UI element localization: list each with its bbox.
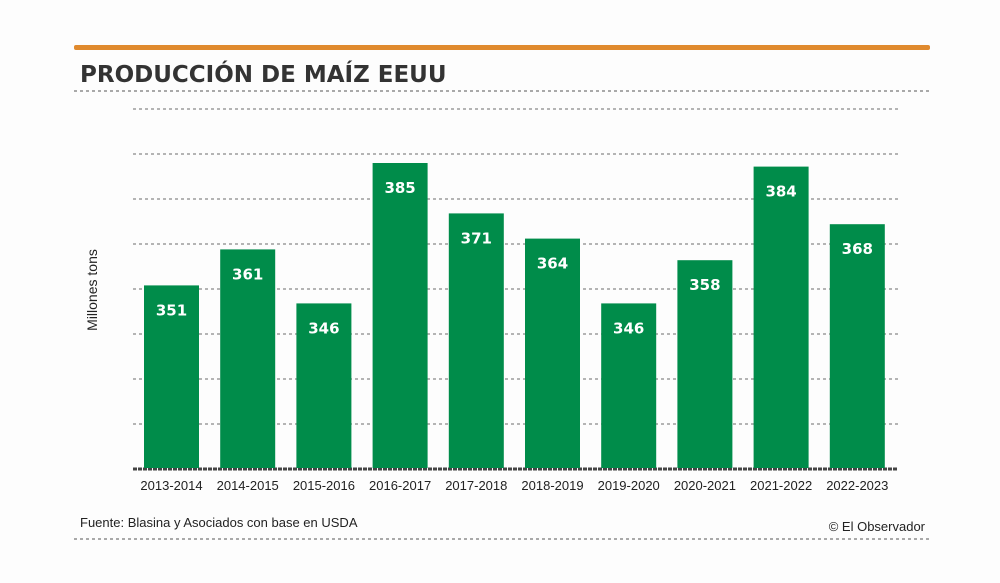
chart-title: PRODUCCIÓN DE MAÍZ EEUU xyxy=(80,60,447,88)
x-tick-label: 2015-2016 xyxy=(293,478,355,493)
value-label: 346 xyxy=(613,319,644,337)
accent-bar xyxy=(74,45,930,50)
value-label: 371 xyxy=(461,229,492,247)
bar-2016-2017 xyxy=(372,163,428,468)
value-label: 368 xyxy=(842,240,873,258)
bar-2014-2015 xyxy=(220,249,276,468)
bar-2021-2022 xyxy=(753,166,809,468)
bar-2020-2021 xyxy=(677,260,733,468)
value-labels: 351 361 346 385 371 364 346 358 384 368 xyxy=(156,179,873,337)
x-tick-label: 2016-2017 xyxy=(369,478,431,493)
bar-2017-2018 xyxy=(448,213,504,468)
credit: © El Observador xyxy=(829,519,926,534)
x-tick-label: 2020-2021 xyxy=(674,478,736,493)
source-note: Fuente: Blasina y Asociados con base en … xyxy=(80,515,358,530)
bar-2015-2016 xyxy=(296,303,352,468)
x-tick-label: 2013-2014 xyxy=(140,478,202,493)
value-label: 385 xyxy=(384,179,415,197)
value-label: 364 xyxy=(537,255,568,273)
x-tick-label: 2022-2023 xyxy=(826,478,888,493)
value-label: 346 xyxy=(308,319,339,337)
bar-2022-2023 xyxy=(829,224,885,468)
value-label: 384 xyxy=(765,183,796,201)
value-label: 361 xyxy=(232,265,263,283)
value-label: 358 xyxy=(689,276,720,294)
bar-2019-2020 xyxy=(601,303,657,468)
x-tick-label: 2021-2022 xyxy=(750,478,812,493)
x-tick-label: 2019-2020 xyxy=(598,478,660,493)
x-tick-labels: 2013-2014 2014-2015 2015-2016 2016-2017 2017… xyxy=(140,478,888,493)
bar-2013-2014 xyxy=(144,285,199,468)
bars xyxy=(144,163,885,468)
x-tick-label: 2018-2019 xyxy=(521,478,583,493)
y-axis-label: Millones tons xyxy=(84,249,100,331)
bar-2018-2019 xyxy=(525,238,580,468)
value-label: 351 xyxy=(156,301,187,319)
x-tick-label: 2014-2015 xyxy=(217,478,279,493)
x-tick-label: 2017-2018 xyxy=(445,478,507,493)
